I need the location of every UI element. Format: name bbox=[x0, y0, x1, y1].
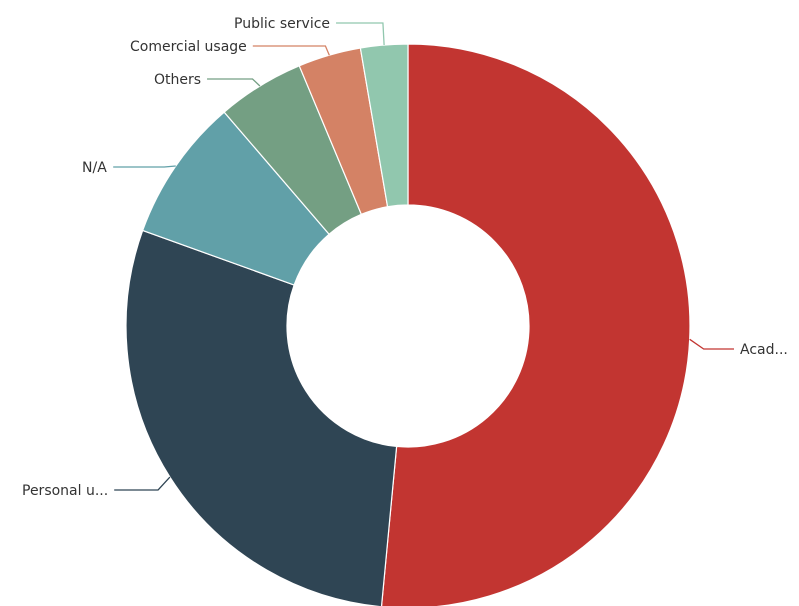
slice-academic-use[interactable] bbox=[380, 43, 691, 606]
leader-line bbox=[252, 45, 330, 56]
slice-label-others: Others bbox=[154, 72, 201, 88]
slice-label-academic-use: Acad... bbox=[740, 342, 788, 358]
leader-line bbox=[113, 165, 176, 168]
label-leader-lines bbox=[113, 22, 734, 491]
leader-line bbox=[336, 22, 385, 46]
leader-line bbox=[689, 338, 734, 350]
slice-label-comercial-usage: Comercial usage bbox=[130, 39, 247, 55]
donut-slices bbox=[125, 43, 691, 606]
slice-label-n-a: N/A bbox=[82, 160, 107, 176]
slice-personal-use[interactable] bbox=[125, 229, 398, 606]
slice-label-personal-use: Personal u... bbox=[22, 483, 108, 499]
slice-labels: Acad... Personal u... N/A Others Comercial u… bbox=[22, 16, 788, 499]
slice-label-public-service: Public service bbox=[234, 16, 330, 32]
leader-line bbox=[114, 476, 171, 491]
slice-public-service[interactable] bbox=[359, 43, 409, 208]
leader-line bbox=[207, 78, 261, 87]
